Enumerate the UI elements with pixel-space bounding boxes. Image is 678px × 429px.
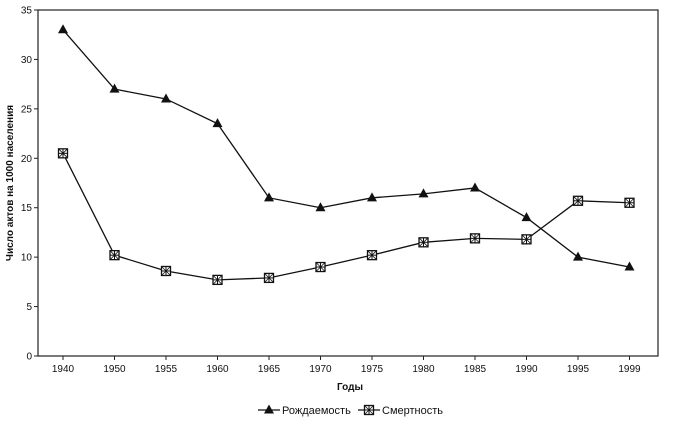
y-tick-label: 30: [21, 55, 33, 66]
data-point-2-1965: [263, 272, 275, 284]
series-layer: [57, 24, 635, 286]
data-point-2-1940: [57, 148, 69, 159]
data-point-1-1970: [315, 202, 326, 212]
data-point-1-1985: [470, 182, 480, 192]
data-point-2-1970: [315, 261, 326, 273]
legend-marker: [363, 404, 375, 416]
data-point-2-1960: [212, 274, 223, 286]
x-tick-label: 1985: [464, 364, 487, 375]
data-point-1-1995: [573, 251, 583, 261]
y-axis-title: Число актов на 1000 населения: [5, 105, 16, 261]
x-tick-label: 1995: [567, 364, 590, 375]
data-point-2-1975: [366, 250, 378, 261]
data-point-2-1990: [521, 234, 532, 245]
x-axis-title: Годы: [337, 382, 363, 393]
y-tick-label: 35: [21, 6, 33, 17]
x-tick-label: 1960: [206, 364, 229, 375]
data-point-1-1950: [109, 83, 120, 93]
x-tick-label: 1970: [309, 364, 332, 375]
data-point-2-1995: [572, 195, 584, 206]
y-axis-ticks: 0 5 10 15 20 25 30 35: [21, 6, 38, 363]
x-tick-label: 1980: [412, 364, 435, 375]
legend-label: Смертность: [382, 405, 443, 417]
data-point-1-1955: [161, 93, 171, 103]
plot-frame: [37, 9, 659, 357]
data-point-1-1965: [264, 192, 274, 202]
y-tick-label: 15: [21, 203, 33, 214]
x-tick-label: 1955: [155, 364, 178, 375]
x-tick-label: 1990: [515, 364, 538, 375]
series-line-1: [62, 29, 630, 268]
data-point-2-1980: [418, 237, 429, 248]
x-tick-label: 1940: [52, 364, 75, 375]
y-tick-label: 25: [21, 104, 33, 115]
legend: Рождаемость Смертность: [258, 404, 443, 417]
data-point-1-1940: [58, 24, 68, 34]
data-point-1-1999: [624, 261, 635, 271]
legend-marker: [264, 404, 274, 414]
x-tick-label: 1965: [258, 364, 281, 375]
y-tick-label: 10: [21, 253, 33, 264]
legend-label: Рождаемость: [282, 405, 351, 417]
data-point-2-1985: [469, 233, 481, 244]
data-point-1-1975: [367, 192, 377, 202]
data-point-2-1999: [624, 197, 635, 208]
y-tick-label: 0: [26, 352, 32, 363]
data-point-2-1950: [109, 250, 120, 261]
data-point-1-1960: [212, 118, 223, 128]
data-point-1-1980: [418, 188, 429, 198]
series-line-2: [62, 153, 630, 281]
x-tick-label: 1950: [103, 364, 126, 375]
y-tick-label: 20: [21, 154, 33, 165]
x-tick-label: 1999: [618, 364, 641, 375]
x-tick-label: 1975: [361, 364, 384, 375]
data-point-2-1955: [160, 265, 172, 277]
y-tick-label: 5: [26, 302, 32, 313]
data-point-1-1990: [521, 212, 532, 222]
x-axis-ticks: 1940 1950 1955 1960 1965 1970 1975 1980 1985 1990…: [52, 356, 641, 375]
